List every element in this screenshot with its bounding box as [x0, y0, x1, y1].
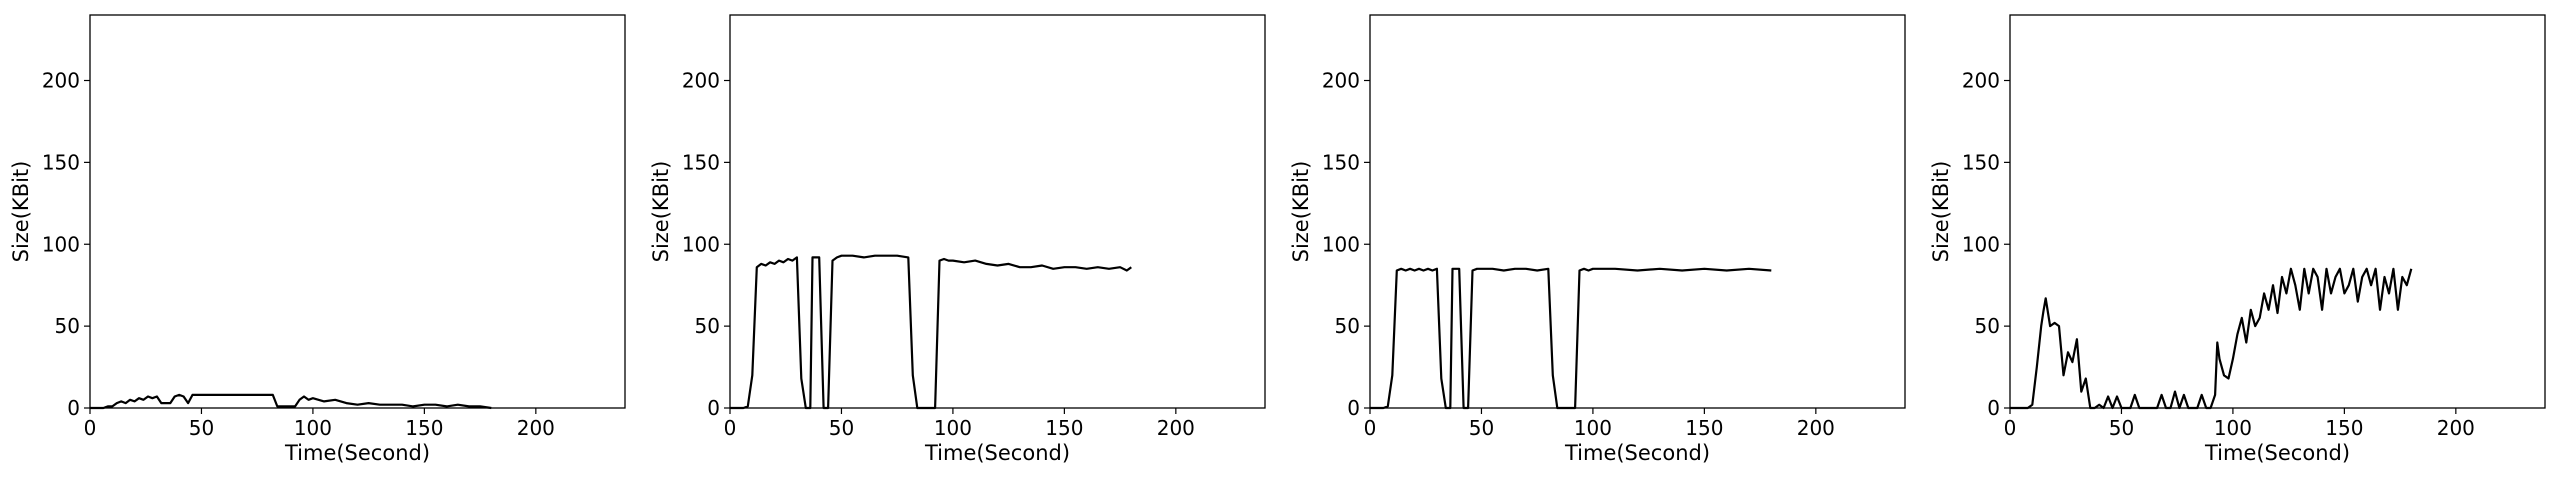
series-line-1 [730, 254, 1132, 410]
x-axis-label: Time(Second) [284, 441, 430, 465]
chart-panel-3: 0 50 100 150 200 0 50 100 150 200 Time(Second) Size… [1289, 14, 1906, 465]
y-tick-label: 100 [1322, 232, 1360, 256]
x-tick-label: 150 [405, 416, 443, 440]
y-tick-label: 200 [1322, 69, 1360, 93]
plot-frame [2009, 14, 2546, 409]
series-line-1 [2010, 267, 2413, 410]
y-tick-label: 0 [67, 396, 80, 420]
y-axis-label: Size(KBit) [649, 161, 673, 263]
y-tick-label: 0 [1347, 396, 1360, 420]
y-tick-label: 50 [55, 314, 80, 338]
x-tick-label: 50 [829, 416, 854, 440]
x-tick-label: 100 [294, 416, 332, 440]
y-tick-label: 100 [42, 232, 80, 256]
plot-frame [89, 14, 626, 409]
x-tick-label: 200 [1157, 416, 1195, 440]
y-tick-label: 50 [1975, 314, 2000, 338]
x-tick-label: 50 [1469, 416, 1494, 440]
x-tick-label: 0 [1364, 416, 1377, 440]
x-tick-label: 200 [2437, 416, 2475, 440]
x-tick-label: 200 [517, 416, 555, 440]
x-tick-label: 150 [1685, 416, 1723, 440]
plot-frame [1369, 14, 1906, 409]
chart-panel-4: 0 50 100 150 200 0 50 100 150 200 Time(Second) Size… [1929, 14, 2546, 465]
y-axis-label: Size(KBit) [9, 161, 33, 263]
y-tick-label: 100 [1962, 232, 2000, 256]
plot-frame [729, 14, 1266, 409]
chart-panel-1: 0 50 100 150 200 0 50 100 150 200 Time(Second) Size… [9, 14, 626, 465]
chart-panel-2: 0 50 100 150 200 0 50 100 150 200 Time(Second) Size… [649, 14, 1266, 465]
series-line-1 [90, 393, 492, 410]
x-tick-label: 50 [2109, 416, 2134, 440]
x-tick-label: 0 [724, 416, 737, 440]
x-axis-label: Time(Second) [2204, 441, 2350, 465]
y-tick-label: 50 [695, 314, 720, 338]
x-tick-label: 100 [1574, 416, 1612, 440]
y-tick-label: 150 [1322, 150, 1360, 174]
x-tick-label: 150 [2325, 416, 2363, 440]
x-tick-label: 0 [84, 416, 97, 440]
y-axis-label: Size(KBit) [1289, 161, 1313, 263]
y-tick-label: 0 [1987, 396, 2000, 420]
x-tick-label: 0 [2004, 416, 2017, 440]
y-tick-label: 150 [1962, 150, 2000, 174]
x-tick-label: 100 [2214, 416, 2252, 440]
x-tick-label: 50 [189, 416, 214, 440]
y-tick-label: 200 [682, 69, 720, 93]
y-tick-label: 200 [42, 69, 80, 93]
y-tick-label: 100 [682, 232, 720, 256]
y-axis-label: Size(KBit) [1929, 161, 1953, 263]
y-tick-label: 150 [42, 150, 80, 174]
y-tick-label: 200 [1962, 69, 2000, 93]
series-line-1 [1370, 267, 1772, 410]
x-axis-label: Time(Second) [924, 441, 1070, 465]
y-tick-label: 0 [707, 396, 720, 420]
x-axis-label: Time(Second) [1564, 441, 1710, 465]
y-tick-label: 50 [1335, 314, 1360, 338]
x-tick-label: 100 [934, 416, 972, 440]
x-tick-label: 200 [1797, 416, 1835, 440]
x-tick-label: 150 [1045, 416, 1083, 440]
y-tick-label: 150 [682, 150, 720, 174]
